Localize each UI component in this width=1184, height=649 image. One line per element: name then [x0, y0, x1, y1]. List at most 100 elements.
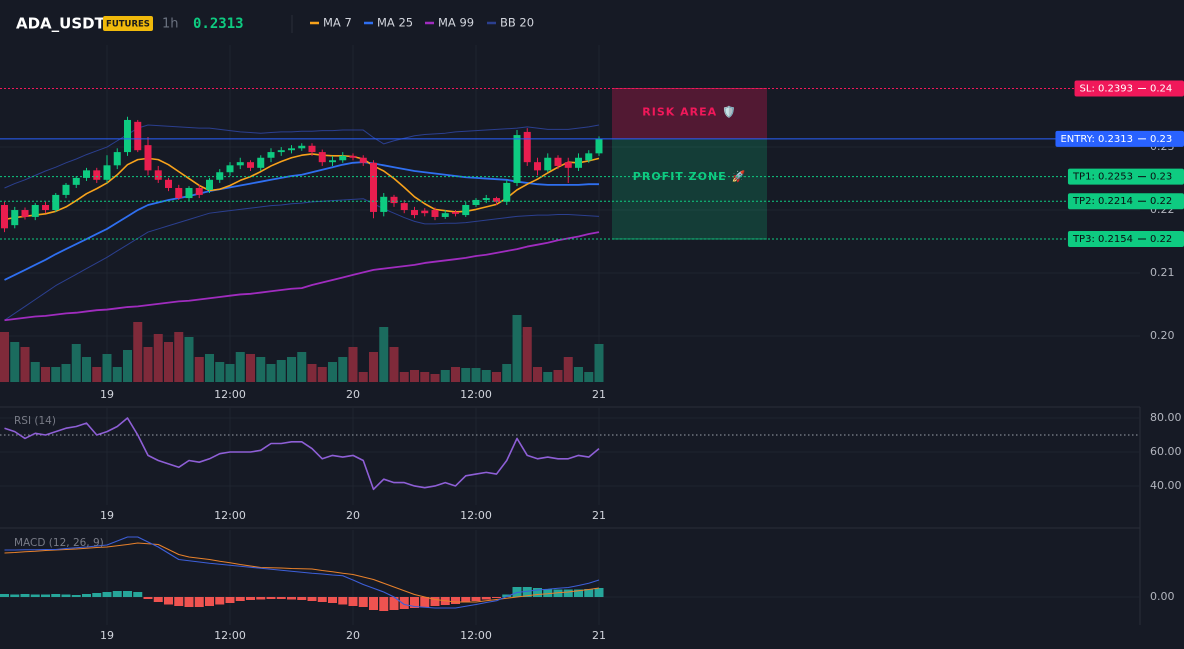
candle-body: [42, 204, 49, 211]
volume-bar: [533, 367, 542, 382]
volume-bar: [71, 344, 81, 382]
x-tick-label: 12:00: [214, 509, 246, 522]
candle-body: [421, 210, 429, 214]
panel-title: MACD (12, 26, 9): [14, 537, 104, 549]
candle-body: [534, 162, 541, 171]
volume-bar: [266, 364, 276, 382]
y-tick-label: 80.00: [1150, 411, 1182, 424]
histogram-bar: [92, 593, 102, 597]
volume-bar: [297, 352, 307, 382]
volume-bar: [543, 372, 553, 382]
candle-body: [595, 138, 603, 154]
x-tick-label: 20: [346, 388, 360, 401]
histogram-bar: [194, 597, 204, 607]
volume-bar: [594, 344, 604, 382]
level-tag: [1067, 193, 1184, 210]
histogram-bar: [123, 591, 132, 597]
x-tick-label: 20: [346, 509, 360, 522]
x-tick-label: 20: [346, 629, 360, 642]
indicator-line: [4, 198, 600, 321]
x-tick-label: 19: [100, 629, 114, 642]
candle-body: [575, 157, 582, 168]
volume-bar: [256, 357, 266, 382]
histogram-bar: [358, 597, 368, 607]
candle-body: [462, 204, 470, 216]
histogram-bar: [430, 597, 440, 606]
volume-bar: [379, 327, 389, 382]
candle-body: [267, 152, 275, 158]
level-axis-label: 0.24: [1150, 83, 1172, 94]
y-tick-label: 0.20: [1150, 329, 1175, 342]
volume-bar: [461, 368, 471, 382]
zone: [612, 138, 767, 240]
volume-bar: [133, 322, 143, 382]
histogram-bar: [502, 594, 512, 597]
histogram-bar: [225, 597, 235, 603]
histogram-bar: [317, 597, 327, 602]
candle-body: [195, 187, 203, 195]
level-label: TP3: 0.2154: [1072, 234, 1133, 245]
candle-body: [154, 170, 162, 180]
volume-bar: [235, 352, 245, 382]
candle-body: [554, 157, 562, 166]
level-tag: [1067, 231, 1184, 248]
histogram-bar: [10, 594, 20, 597]
volume-bar: [399, 372, 409, 382]
volume-bar: [112, 367, 122, 382]
candle-body: [226, 165, 234, 173]
candle-body: [257, 157, 265, 168]
volume-bar: [246, 354, 255, 382]
candle-body: [493, 198, 500, 202]
volume-bar: [215, 362, 225, 382]
level-tag: [1055, 130, 1184, 147]
volume-bar: [338, 357, 348, 382]
histogram-bar: [297, 597, 307, 600]
candle-body: [411, 210, 418, 216]
histogram-bar: [143, 597, 153, 599]
x-tick-label: 12:00: [214, 629, 246, 642]
x-tick-label: 21: [592, 629, 606, 642]
candle-body: [52, 194, 60, 211]
candle-body: [452, 211, 459, 214]
histogram-bar: [205, 597, 214, 606]
legend-label: MA 99: [438, 16, 474, 30]
badge: FUTURES: [106, 20, 150, 30]
candle-body: [441, 213, 449, 217]
histogram-bar: [184, 597, 194, 607]
histogram-bar: [153, 597, 163, 602]
volume-bar: [20, 347, 30, 382]
volume-bar: [184, 337, 194, 382]
candle-body: [206, 179, 213, 190]
histogram-bar: [266, 597, 276, 599]
volume-bar: [522, 327, 532, 382]
candle-body: [113, 152, 121, 166]
indicator-line: [4, 231, 600, 322]
candle-body: [31, 204, 39, 217]
level-axis-label: 0.22: [1150, 196, 1172, 207]
indicator-line: [4, 161, 599, 281]
legend-label: MA 7: [323, 16, 352, 30]
histogram-bar: [287, 597, 296, 600]
volume-bar: [358, 372, 368, 382]
candle-body: [585, 153, 593, 161]
histogram-bar: [112, 591, 122, 597]
volume-bar: [205, 354, 214, 382]
candle-body: [11, 210, 19, 226]
volume-bar: [225, 364, 235, 382]
candle-body: [308, 145, 316, 153]
candle-body: [175, 187, 183, 199]
volume-bar: [276, 360, 286, 382]
candle-body: [62, 184, 70, 195]
x-tick-label: 12:00: [460, 509, 492, 522]
legend-label: MA 25: [377, 16, 413, 30]
x-tick-label: 12:00: [214, 388, 246, 401]
histogram-bar: [399, 597, 409, 609]
candle-body: [513, 135, 521, 183]
histogram-bar: [82, 594, 91, 597]
volume-bar: [348, 347, 358, 382]
histogram-bar: [543, 589, 553, 597]
candle-body: [83, 170, 90, 178]
volume-bar: [143, 347, 153, 382]
volume-bar: [61, 364, 71, 382]
volume-bar: [451, 367, 460, 382]
